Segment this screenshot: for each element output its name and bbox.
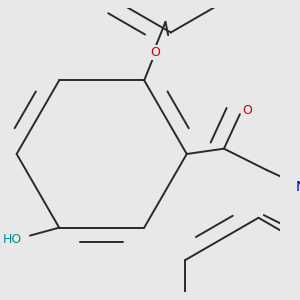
Text: N: N: [296, 180, 300, 194]
Text: O: O: [242, 104, 252, 117]
Text: HO: HO: [3, 233, 22, 246]
Text: O: O: [150, 46, 160, 59]
